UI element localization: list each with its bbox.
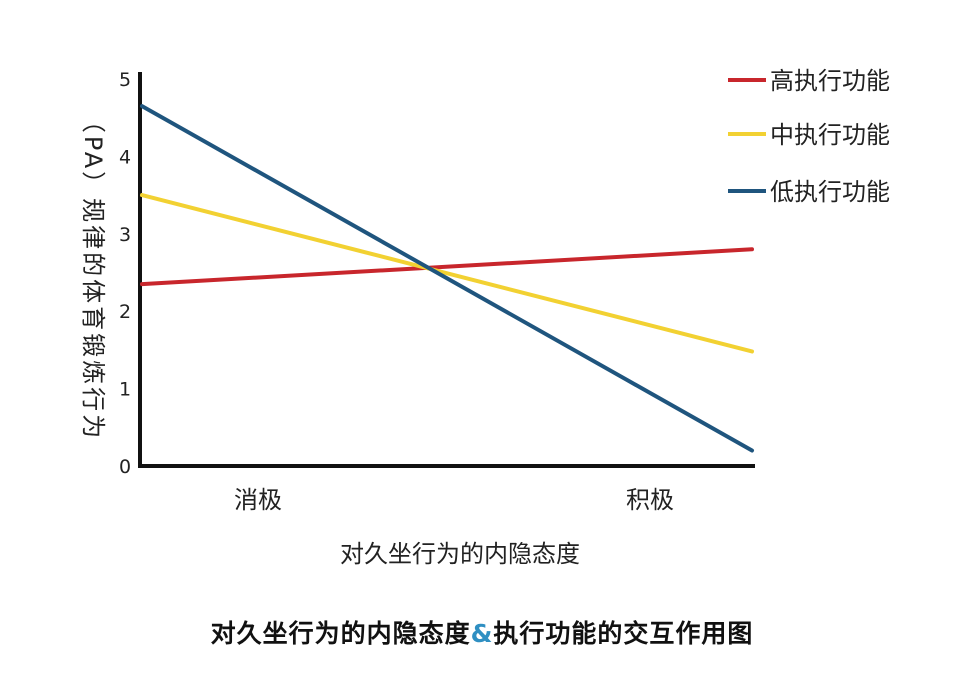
- caption-part1: 对久坐行为的内隐态度: [210, 619, 471, 648]
- y-tick-label: 5: [119, 69, 131, 91]
- y-tick-label: 4: [119, 146, 131, 168]
- legend-label: 高执行功能: [770, 67, 890, 95]
- legend-label: 中执行功能: [770, 121, 890, 149]
- series-lines: [140, 104, 754, 453]
- series-line: [140, 247, 754, 287]
- y-axis-title: （PA）规律的体育锻炼行为: [79, 109, 107, 441]
- legend-label: 低执行功能: [770, 178, 890, 206]
- x-category-label: 积极: [626, 486, 674, 514]
- series-line: [140, 104, 754, 453]
- y-tick-label: 1: [119, 379, 131, 401]
- y-tick-label: 2: [119, 301, 131, 323]
- y-tick-label: 3: [119, 224, 131, 246]
- figure-caption: 对久坐行为的内隐态度&执行功能的交互作用图: [0, 614, 964, 650]
- caption-part2: 执行功能的交互作用图: [493, 619, 754, 648]
- y-tick-label: 0: [119, 456, 131, 478]
- x-category-label: 消极: [234, 486, 282, 514]
- series-line: [140, 193, 754, 354]
- x-axis-title: 对久坐行为的内隐态度: [340, 540, 580, 568]
- caption-ampersand: &: [470, 619, 494, 648]
- line-chart: （PA）规律的体育锻炼行为 消极 积极 对久坐行为的内隐态度 0 1 2 3 4 5 高执…: [79, 67, 890, 568]
- y-tick-labels: 0 1 2 3 4 5: [119, 69, 131, 478]
